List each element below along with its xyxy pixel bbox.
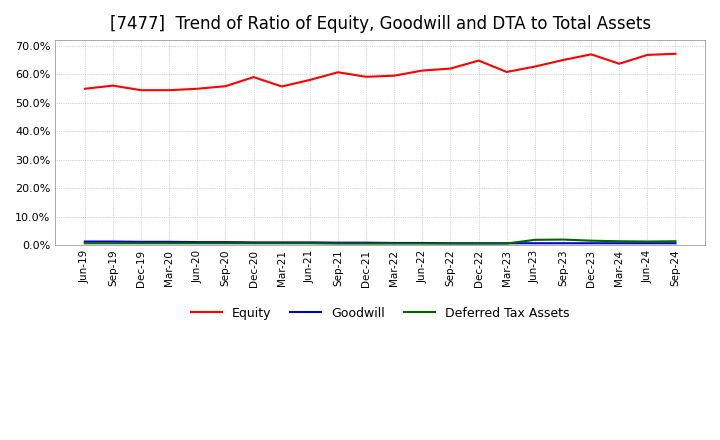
Deferred Tax Assets [137,241,145,246]
Deferred Tax Assets [165,241,174,246]
Deferred Tax Assets [221,241,230,246]
Goodwill [137,239,145,245]
Equity [277,84,286,89]
Deferred Tax Assets [305,241,314,246]
Deferred Tax Assets [109,241,117,246]
Equity [418,68,427,73]
Line: Equity: Equity [85,54,675,90]
Deferred Tax Assets [531,237,539,242]
Goodwill [361,240,370,246]
Equity [361,74,370,80]
Deferred Tax Assets [277,241,286,246]
Goodwill [249,240,258,245]
Equity [615,61,624,66]
Legend: Equity, Goodwill, Deferred Tax Assets: Equity, Goodwill, Deferred Tax Assets [186,302,575,325]
Equity [531,64,539,69]
Deferred Tax Assets [615,238,624,244]
Deferred Tax Assets [671,238,680,244]
Deferred Tax Assets [446,241,455,246]
Goodwill [165,239,174,245]
Equity [559,57,567,62]
Equity [81,86,89,92]
Title: [7477]  Trend of Ratio of Equity, Goodwill and DTA to Total Assets: [7477] Trend of Ratio of Equity, Goodwil… [109,15,651,33]
Equity [137,88,145,93]
Goodwill [615,241,624,246]
Line: Deferred Tax Assets: Deferred Tax Assets [85,239,675,243]
Deferred Tax Assets [559,237,567,242]
Equity [333,70,342,75]
Equity [671,51,680,56]
Goodwill [81,239,89,244]
Goodwill [418,240,427,246]
Equity [446,66,455,71]
Equity [474,58,483,63]
Goodwill [474,241,483,246]
Equity [249,74,258,80]
Goodwill [277,240,286,245]
Goodwill [193,239,202,245]
Equity [587,51,595,57]
Deferred Tax Assets [193,241,202,246]
Deferred Tax Assets [418,241,427,246]
Goodwill [587,241,595,246]
Goodwill [643,241,652,246]
Goodwill [503,241,511,246]
Deferred Tax Assets [81,241,89,246]
Goodwill [446,241,455,246]
Equity [390,73,398,78]
Goodwill [559,241,567,246]
Goodwill [109,239,117,244]
Equity [193,86,202,92]
Deferred Tax Assets [587,238,595,243]
Goodwill [221,239,230,245]
Deferred Tax Assets [474,241,483,246]
Goodwill [333,240,342,246]
Deferred Tax Assets [249,241,258,246]
Line: Goodwill: Goodwill [85,242,675,243]
Equity [503,70,511,75]
Goodwill [671,241,680,246]
Equity [305,77,314,83]
Equity [221,84,230,89]
Equity [643,52,652,58]
Goodwill [390,240,398,246]
Equity [165,88,174,93]
Goodwill [305,240,314,245]
Deferred Tax Assets [361,241,370,246]
Equity [109,83,117,88]
Goodwill [531,241,539,246]
Deferred Tax Assets [503,241,511,246]
Deferred Tax Assets [390,241,398,246]
Deferred Tax Assets [333,241,342,246]
Deferred Tax Assets [643,239,652,244]
